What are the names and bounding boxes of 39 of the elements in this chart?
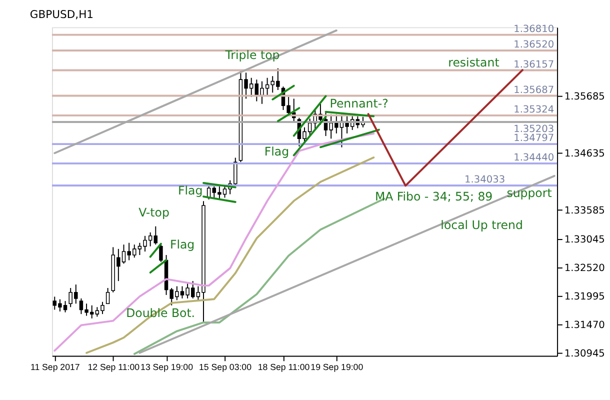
candlestick [159,244,163,262]
x-tick-label: 18 Sep 11:00 [258,362,310,372]
line-series [54,132,375,352]
ref-line-label: 1.34440 [514,152,554,164]
ref-line-label: 1.36810 [514,24,554,35]
annotation: Flag [264,144,290,158]
ref-line-label: 1.34797 [514,133,554,144]
annotation: Flag [178,183,203,198]
annotation: MA Fibo - 34; 55; 89 [374,189,493,204]
ref-line-label: 1.36157 [514,59,554,70]
y-tick-label: 1.31995 [564,292,605,303]
x-tick-label: 11 Sep 2017 [30,362,80,372]
annotation: V-top [138,205,170,220]
ref-line-label: 1.34033 [464,174,506,186]
annotation: Triple top [224,48,280,62]
candlestick [106,288,110,304]
y-tick-label: 1.33045 [564,234,605,246]
candlestick [154,226,158,246]
x-tick-label: 19 Sep 19:00 [310,362,364,372]
ref-line-label: 1.35324 [514,104,554,116]
x-tick-label: 12 Sep 11:00 [88,362,140,372]
y-tick-label: 1.32520 [564,263,605,274]
annotation: resistant [448,56,500,70]
y-tick-label: 1.34635 [564,148,605,160]
ref-line-label: 1.36520 [514,40,554,51]
annotation: support [506,186,552,200]
x-tick-label: 15 Sep 03:00 [199,362,252,372]
line-series [86,156,375,354]
y-tick-label: 1.35685 [564,91,605,102]
ref-line-label: 1.35203 [514,124,554,135]
y-tick-label: 1.30945 [564,348,605,360]
annotation: Flag [170,238,195,252]
annotation: Pennant-? [330,96,388,110]
ref-line-label: 1.35687 [514,84,554,96]
y-tick-label: 1.33585 [564,205,605,216]
y-tick-label: 1.31470 [564,320,605,332]
annotation: local Up trend [440,218,523,232]
x-tick-label: 13 Sep 19:00 [140,362,194,372]
chart-title: GBPUSD,H1 [30,8,94,22]
